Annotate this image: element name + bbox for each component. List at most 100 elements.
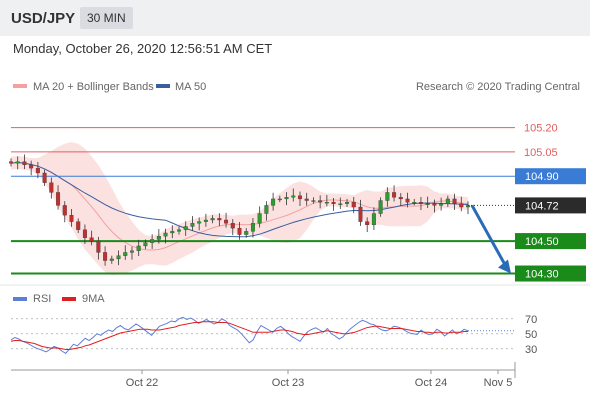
candle: [109, 255, 114, 264]
candle-body-down: [62, 205, 67, 216]
candle: [331, 197, 336, 211]
forecast-arrow-head: [498, 259, 511, 274]
candle-body-up: [15, 161, 20, 164]
candle-body-down: [35, 167, 40, 174]
candle: [136, 239, 141, 256]
current-price-label: 104.72: [525, 200, 559, 212]
candle: [277, 195, 282, 203]
candle: [284, 192, 289, 206]
candle-body-up: [203, 219, 208, 222]
ma50-legend-label: MA 50: [175, 81, 206, 93]
time-tick-label: Oct 23: [272, 377, 304, 389]
candle: [439, 197, 444, 211]
candle-body-down: [96, 240, 101, 253]
datetime-label: Monday, October 26, 2020 12:56:51 AM CET: [13, 41, 273, 56]
candle-body-down: [42, 172, 47, 183]
candle: [264, 201, 269, 221]
rsi-legend: RSI 9MA: [13, 293, 105, 305]
level-tag-pivot: [515, 168, 586, 185]
candle-body-up: [244, 231, 249, 235]
candle: [345, 198, 350, 208]
candle-layer: 104.72: [9, 154, 586, 274]
candle: [432, 199, 437, 213]
candle: [116, 250, 121, 266]
candle: [22, 154, 27, 170]
candle: [163, 228, 168, 244]
candle-body-up: [345, 202, 350, 204]
candle: [445, 195, 450, 208]
level-label-resistance: 105.05: [524, 147, 558, 159]
candle: [49, 177, 54, 199]
candle-body-down: [224, 219, 229, 224]
candle: [42, 169, 47, 186]
candle-body-up: [378, 200, 383, 214]
candle-body-down: [89, 237, 94, 242]
candle: [210, 215, 215, 224]
candle: [371, 207, 376, 231]
candle-body-down: [69, 214, 74, 222]
candle-body-up: [257, 213, 262, 224]
candle-body-up: [123, 252, 128, 256]
rsi-tick-label: 30: [525, 344, 537, 356]
timeframe-button[interactable]: 30 MIN: [80, 7, 133, 29]
candle-body-up: [371, 213, 376, 226]
level-layer: 105.20 105.05 104.90 104.50 104.30: [11, 123, 586, 282]
candle-body-down: [358, 206, 363, 222]
rsi-tick-label: 50: [525, 329, 537, 341]
candle-body-up: [150, 239, 155, 243]
candle-body-up: [439, 203, 444, 206]
candle: [177, 226, 182, 235]
candle-body-up: [183, 226, 188, 230]
candle: [338, 197, 343, 209]
candle-body-down: [230, 223, 235, 229]
price-legend: MA 20 + Bollinger Bands MA 50 Research ©…: [13, 81, 580, 93]
candle: [385, 187, 390, 207]
candle-body-up: [190, 223, 195, 227]
candle-body-up: [109, 258, 114, 261]
candle-body-down: [217, 218, 222, 221]
candle-body-down: [459, 203, 464, 208]
candle-body-up: [291, 195, 296, 198]
candle-body-down: [318, 200, 323, 203]
candle: [35, 161, 40, 179]
candle-body-down: [452, 198, 457, 204]
candle-body-up: [271, 198, 276, 206]
candle: [62, 201, 67, 223]
candle: [271, 192, 276, 211]
candle-body-down: [237, 227, 242, 235]
candle-body-down: [9, 161, 13, 164]
candle: [318, 195, 323, 209]
candle-body-up: [338, 203, 343, 205]
rsi-ma9-line: [10, 321, 468, 350]
candle: [452, 193, 457, 210]
candle-body-down: [22, 161, 27, 166]
candle: [250, 218, 255, 238]
candle-body-up: [129, 250, 134, 253]
candle: [76, 218, 81, 233]
candle: [291, 188, 296, 202]
time-tick-label: Oct 22: [126, 377, 158, 389]
candle: [358, 199, 363, 226]
candle-body-down: [56, 192, 61, 206]
level-tag-support: [515, 265, 586, 282]
candle-body-up: [264, 205, 269, 214]
candle: [237, 221, 242, 240]
candle-body-down: [365, 221, 370, 226]
symbol-title: USD/JPY: [11, 10, 76, 27]
candle: [56, 185, 61, 210]
candle-body-up: [177, 229, 182, 232]
candle-body-up: [116, 255, 121, 260]
candle: [82, 224, 87, 244]
candle: [203, 213, 208, 227]
candle-body-down: [49, 182, 54, 193]
candle-body-up: [385, 192, 390, 201]
candle-body-up: [412, 202, 417, 204]
level-tag-support: [515, 233, 586, 250]
candle: [217, 213, 222, 227]
candle: [103, 246, 108, 266]
candle: [378, 197, 383, 217]
candle: [304, 192, 309, 206]
candle: [230, 219, 235, 236]
candle: [324, 195, 329, 207]
